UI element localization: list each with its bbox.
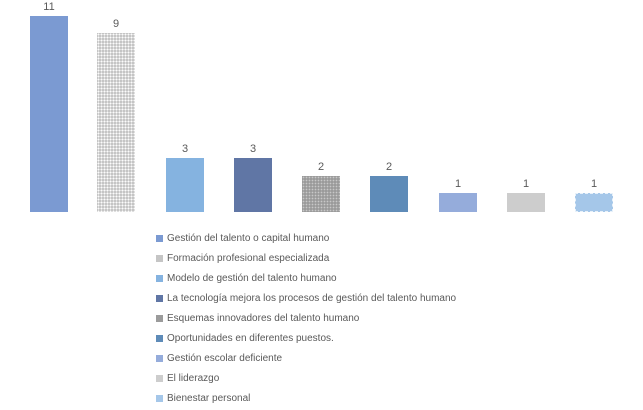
bar-5 xyxy=(302,176,340,212)
bar-value-label: 2 xyxy=(317,161,325,173)
legend-item: Oportunidades en diferentes puestos. xyxy=(156,328,456,348)
legend-label: Gestión del talento o capital humano xyxy=(167,232,330,244)
bar-value-label: 1 xyxy=(522,178,530,190)
bar-2 xyxy=(97,33,135,212)
legend-label: El liderazgo xyxy=(167,372,220,384)
legend-label: Formación profesional especializada xyxy=(167,252,330,264)
legend-item: Esquemas innovadores del talento humano xyxy=(156,308,456,328)
bar-value-label: 1 xyxy=(454,178,462,190)
bar-value-label: 1 xyxy=(590,178,598,190)
legend-item: Gestión del talento o capital humano xyxy=(156,228,456,248)
legend-swatch-icon xyxy=(156,234,163,242)
legend-label: La tecnología mejora los procesos de ges… xyxy=(167,292,457,304)
legend-swatch-icon xyxy=(156,374,163,382)
legend-label: Gestión escolar deficiente xyxy=(167,352,283,364)
legend-swatch-icon xyxy=(156,294,163,302)
legend-label: Bienestar personal xyxy=(167,392,251,404)
legend-swatch-icon xyxy=(156,254,163,262)
bar-value-label: 9 xyxy=(112,18,120,30)
legend-item: Modelo de gestión del talento humano xyxy=(156,268,456,288)
bar-value-label: 3 xyxy=(249,143,257,155)
legend-label: Modelo de gestión del talento humano xyxy=(167,272,337,284)
legend-swatch-icon xyxy=(156,334,163,342)
legend-swatch-icon xyxy=(156,314,163,322)
legend-swatch-icon xyxy=(156,354,163,362)
chart-legend: Gestión del talento o capital humano Form… xyxy=(156,228,456,408)
bar-8 xyxy=(507,193,545,212)
bar-4 xyxy=(234,158,272,212)
bar-6 xyxy=(370,176,408,212)
legend-item: Bienestar personal xyxy=(156,388,456,408)
bar-3 xyxy=(166,158,204,212)
bar-1 xyxy=(30,16,68,212)
legend-item: Gestión escolar deficiente xyxy=(156,348,456,368)
bar-7 xyxy=(439,193,477,212)
legend-item: El liderazgo xyxy=(156,368,456,388)
legend-swatch-icon xyxy=(156,274,163,282)
bar-9 xyxy=(575,193,613,212)
legend-item: Formación profesional especializada xyxy=(156,248,456,268)
bar-value-label: 2 xyxy=(385,161,393,173)
bar-value-label: 3 xyxy=(181,143,189,155)
legend-label: Esquemas innovadores del talento humano xyxy=(167,312,360,324)
legend-item: La tecnología mejora los procesos de ges… xyxy=(156,288,456,308)
legend-swatch-icon xyxy=(156,394,163,402)
bar-value-label: 11 xyxy=(43,1,55,13)
legend-label: Oportunidades en diferentes puestos. xyxy=(167,332,334,344)
